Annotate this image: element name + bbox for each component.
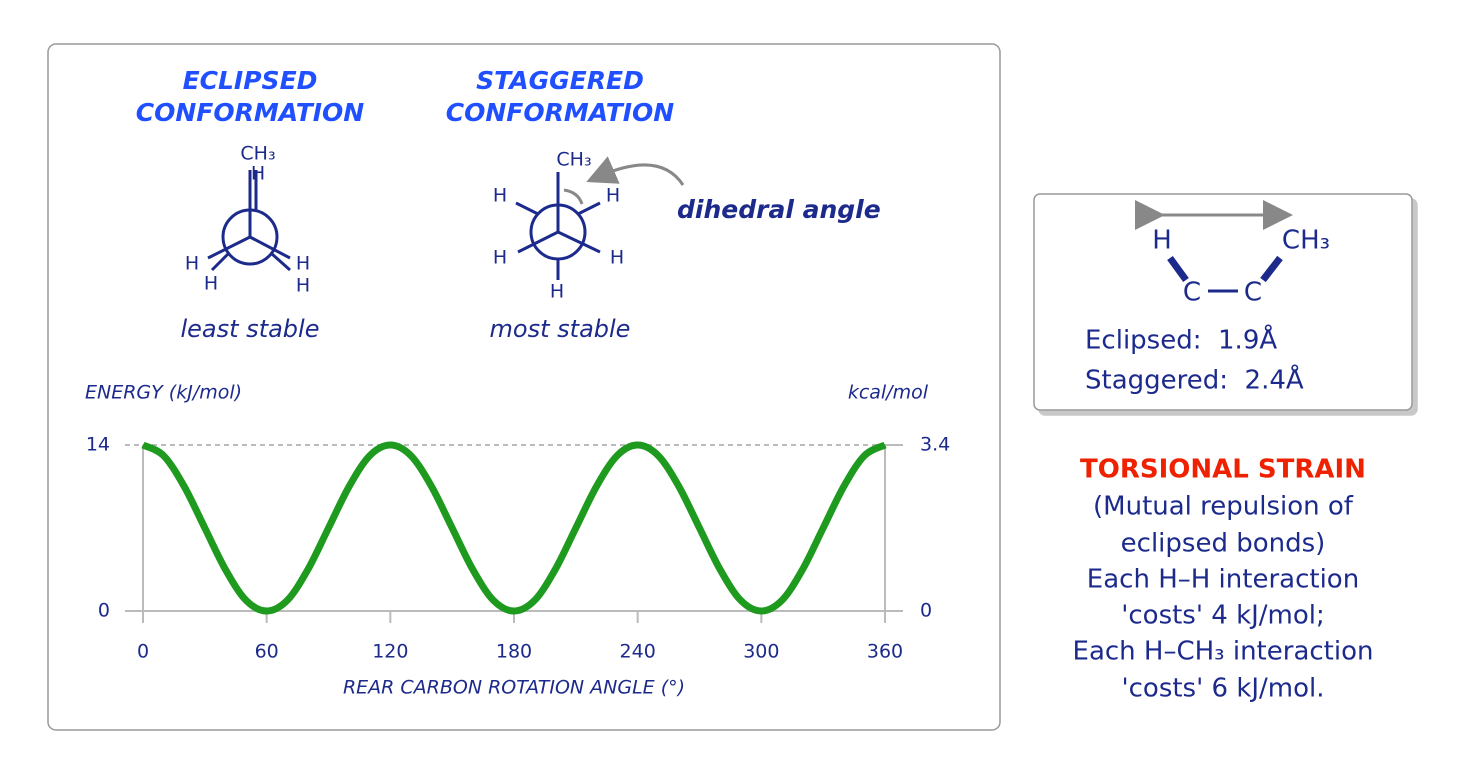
text-line: eclipsed bonds)	[1121, 529, 1326, 559]
y-tick-label: 14	[86, 434, 110, 456]
x-tick-label: 120	[372, 641, 408, 663]
atom: H	[204, 273, 218, 295]
y2-tick-label: 0	[920, 600, 932, 622]
y2-tick-label: 3.4	[920, 434, 950, 456]
energy-curve	[141, 441, 887, 615]
y-axis-label: ENERGY (kJ/mol)	[85, 382, 242, 404]
x-tick-label: 360	[867, 641, 903, 663]
distance: Staggered: 2.4Å	[1085, 364, 1304, 396]
main-panel	[47, 43, 1001, 731]
distance-box	[1033, 193, 1413, 411]
atom: H	[610, 247, 624, 269]
newman-eclipsed	[207, 170, 291, 272]
text-line: Each H–H interaction	[1087, 565, 1359, 595]
title: ECLIPSED	[183, 66, 318, 95]
atom: H	[493, 185, 507, 207]
title: STAGGERED	[476, 66, 644, 95]
atom: H	[251, 163, 265, 185]
atom: H	[493, 247, 507, 269]
atom: CH₃	[240, 143, 275, 165]
y2-axis-label: kcal/mol	[848, 382, 929, 404]
atom: H	[296, 275, 310, 297]
caption: least stable	[181, 315, 320, 343]
x-tick-label: 0	[137, 641, 149, 663]
y-tick-label: 0	[98, 600, 110, 622]
atom: H	[296, 253, 310, 275]
atom: H	[185, 253, 199, 275]
text-line: 'costs' 6 kJ/mol.	[1121, 674, 1324, 704]
atom: H	[1152, 226, 1172, 256]
x-tick-label: 180	[496, 641, 532, 663]
atom: H	[606, 185, 620, 207]
atom: C	[1244, 278, 1262, 308]
annotation: dihedral angle	[677, 195, 881, 224]
distance: Eclipsed: 1.9Å	[1085, 324, 1277, 356]
title: CONFORMATION	[446, 98, 675, 127]
newman-staggered	[515, 156, 685, 280]
caption: most stable	[490, 315, 631, 343]
title: CONFORMATION	[136, 98, 365, 127]
atom: H	[550, 281, 564, 303]
heading: TORSIONAL STRAIN	[1080, 455, 1366, 485]
atom: CH₃	[1282, 226, 1330, 256]
x-axis-label: REAR CARBON ROTATION ANGLE (°)	[343, 677, 685, 699]
x-tick-label: 300	[743, 641, 779, 663]
x-tick-label: 60	[255, 641, 279, 663]
text-line: Each H–CH₃ interaction	[1073, 637, 1374, 667]
x-tick-label: 240	[620, 641, 656, 663]
ethane-fragment	[1135, 200, 1293, 293]
text-line: (Mutual repulsion of	[1093, 492, 1354, 522]
atom: C	[1183, 278, 1201, 308]
atom: CH₃	[556, 149, 591, 171]
text-line: 'costs' 4 kJ/mol;	[1121, 601, 1325, 631]
